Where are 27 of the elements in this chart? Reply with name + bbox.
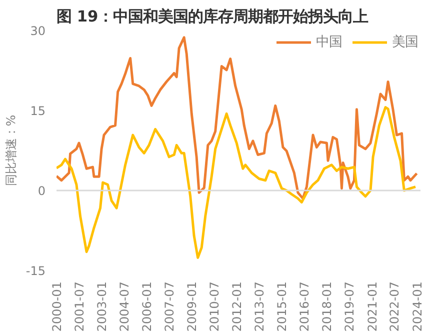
x-tick-label: 2000-01 bbox=[50, 282, 64, 332]
x-tick-label: 2015-01 bbox=[275, 282, 290, 332]
x-tick-label: 2021-01 bbox=[365, 282, 380, 332]
x-tick-label: 2013-07 bbox=[252, 282, 267, 332]
y-tick-label: -15 bbox=[26, 264, 46, 278]
y-axis-title: 同比增速：% bbox=[4, 114, 18, 186]
x-tick-label: 2003-01 bbox=[95, 282, 110, 332]
x-tick-label: 2010-07 bbox=[208, 282, 222, 332]
line-series bbox=[56, 36, 418, 200]
line-series bbox=[56, 106, 417, 259]
x-tick-label: 2022-07 bbox=[388, 282, 402, 332]
legend-label: 中国 bbox=[316, 34, 342, 51]
legend-label: 美国 bbox=[392, 34, 418, 51]
y-tick-label: 0 bbox=[38, 184, 46, 198]
x-tick-label: 2007-07 bbox=[162, 282, 177, 332]
x-tick-label: 2018-01 bbox=[320, 282, 334, 332]
x-tick-label: 2009-01 bbox=[185, 282, 200, 332]
x-tick-label: 2024-01 bbox=[410, 282, 424, 332]
chart-title: 图 19：中国和美国的库存周期都开始拐头向上 bbox=[56, 8, 368, 26]
x-tick-label: 2006-01 bbox=[140, 282, 154, 332]
y-tick-label: 15 bbox=[30, 104, 46, 118]
y-tick-label: 30 bbox=[30, 24, 46, 38]
x-tick-label: 2012-01 bbox=[230, 282, 244, 332]
x-tick-label: 2019-07 bbox=[342, 282, 357, 332]
x-tick-label: 2004-07 bbox=[118, 282, 132, 332]
x-tick-label: 2001-07 bbox=[72, 282, 86, 332]
x-tick-label: 2016-07 bbox=[298, 282, 312, 332]
